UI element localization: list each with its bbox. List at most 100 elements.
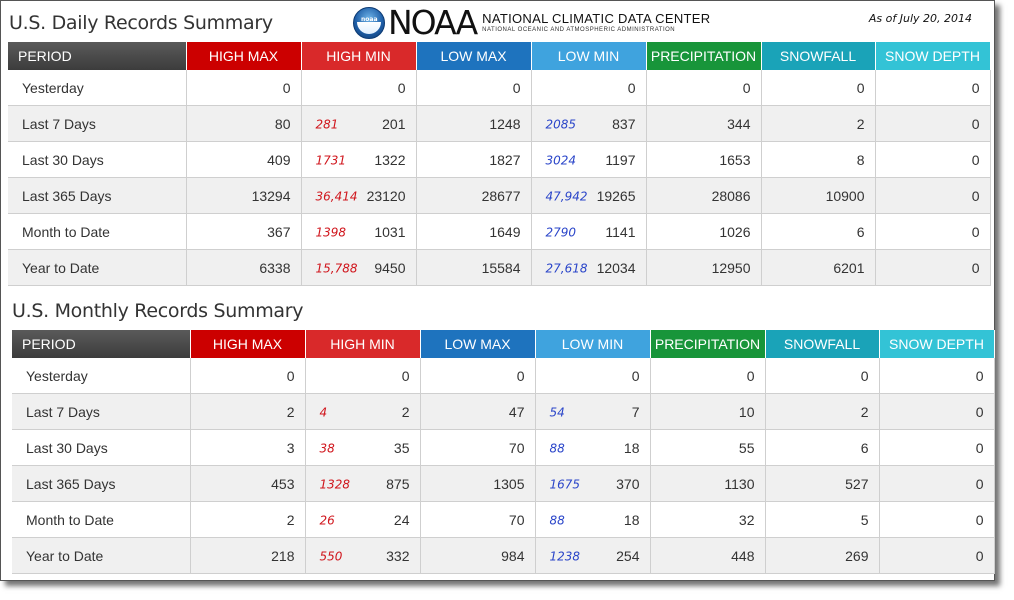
table-header-row: PERIOD HIGH MAX HIGH MIN LOW MAX LOW MIN PREC… [8,42,991,70]
table-row: Last 7 Days 80 281 201 1248 2085 837 344 2 0 [8,105,991,142]
low-max-cell: 70 [420,501,536,538]
noaa-wordmark: NOAA [388,3,478,42]
noaa-header: noaa NOAA NATIONAL CLIMATIC DATA CENTER … [353,6,710,40]
low-max-cell: 984 [420,537,536,574]
low-min-cell: 0 [531,70,647,106]
header-period: PERIOD [8,42,187,70]
high-min-value: 1031 [374,223,406,240]
table-row: Last 365 Days 13294 36,414 23120 28677 47,942… [8,177,991,214]
low-max-cell: 47 [420,393,536,430]
org-line-1: NATIONAL CLIMATIC DATA CENTER [482,11,711,26]
org-line-2: NATIONAL OCEANIC AND ATMOSPHERIC ADMINIS… [482,27,676,33]
low-min-value: 7 [631,403,640,420]
low-min-record-count: 88 [549,513,565,528]
snow-depth-cell: 0 [875,177,991,214]
high-min-record-count: 36,414 [315,189,358,204]
high-min-value: 2 [401,403,410,420]
low-max-cell: 15584 [416,249,532,286]
period-cell: Year to Date [8,249,187,286]
high-min-record-count: 550 [319,549,343,564]
high-min-cell: 550 332 [305,537,421,574]
high-max-cell: 0 [186,70,302,106]
snow-depth-cell: 0 [879,358,995,394]
high-min-cell: 36,414 23120 [301,177,417,214]
snowfall-cell: 527 [765,465,880,502]
period-cell: Last 30 Days [8,141,187,178]
high-min-value: 24 [393,511,410,528]
precipitation-cell: 344 [646,105,762,142]
header-high-max: HIGH MAX [190,330,306,358]
high-max-cell: 13294 [186,177,302,214]
low-min-value: 254 [616,547,640,564]
low-min-record-count: 2790 [545,225,577,240]
low-min-cell: 2085 837 [531,105,647,142]
low-min-record-count: 88 [549,441,565,456]
monthly-records-table: PERIOD HIGH MAX HIGH MIN LOW MAX LOW MIN PREC… [12,330,995,574]
low-min-value: 1141 [605,223,636,240]
high-min-cell: 0 [305,358,421,394]
header-low-max: LOW MAX [420,330,536,358]
low-min-cell: 88 18 [535,501,651,538]
records-summary-panel: U.S. Daily Records Summary noaa NOAA NAT… [0,0,995,581]
low-min-record-count: 1238 [549,549,581,564]
low-min-record-count: 27,618 [545,261,588,276]
low-min-value: 0 [631,367,640,384]
snowfall-cell: 269 [765,537,880,574]
header-snowfall: SNOWFALL [765,330,880,358]
high-max-cell: 409 [186,141,302,178]
period-cell: Last 7 Days [8,105,187,142]
period-cell: Last 7 Days [12,393,191,430]
table-row: Year to Date 218 550 332 984 1238 254 448 269 0 [12,537,995,574]
header-low-min: LOW MIN [535,330,651,358]
low-min-value: 0 [627,79,636,96]
table-row: Yesterday 0 0 0 0 0 0 0 [12,358,995,394]
snow-depth-cell: 0 [879,501,995,538]
header-snow-depth: SNOW DEPTH [875,42,991,70]
precipitation-cell: 55 [650,429,766,466]
low-max-cell: 1305 [420,465,536,502]
low-max-cell: 0 [416,70,532,106]
org-name: NATIONAL CLIMATIC DATA CENTER NATIONAL O… [482,12,710,34]
low-min-record-count: 47,942 [545,189,588,204]
snow-depth-cell: 0 [875,213,991,250]
high-min-record-count: 38 [319,441,335,456]
low-min-value: 12034 [596,259,636,276]
low-max-cell: 28677 [416,177,532,214]
low-min-cell: 2790 1141 [531,213,647,250]
low-min-cell: 88 18 [535,429,651,466]
snowfall-cell: 8 [761,141,876,178]
precipitation-cell: 10 [650,393,766,430]
low-max-cell: 70 [420,429,536,466]
header-precipitation: PRECIPITATION [646,42,762,70]
high-max-cell: 218 [190,537,306,574]
table-row: Last 30 Days 409 1731 1322 1827 3024 1197 1653 8… [8,141,991,178]
period-cell: Last 365 Days [12,465,191,502]
low-min-cell: 1238 254 [535,537,651,574]
snow-depth-cell: 0 [875,105,991,142]
period-cell: Month to Date [8,213,187,250]
snow-depth-cell: 0 [879,537,995,574]
snowfall-cell: 2 [761,105,876,142]
high-min-value: 0 [397,79,406,96]
header-snow-depth: SNOW DEPTH [879,330,995,358]
snowfall-cell: 0 [761,70,876,106]
high-max-cell: 80 [186,105,302,142]
high-min-value: 9450 [374,259,406,276]
low-min-record-count: 1675 [549,477,581,492]
noaa-logo-badge: noaa [361,16,378,23]
low-min-cell: 47,942 19265 [531,177,647,214]
low-max-cell: 1827 [416,141,532,178]
high-min-record-count: 26 [319,513,335,528]
precipitation-cell: 1026 [646,213,762,250]
precipitation-cell: 28086 [646,177,762,214]
high-min-value: 1322 [374,151,406,168]
low-min-cell: 27,618 12034 [531,249,647,286]
snowfall-cell: 6201 [761,249,876,286]
high-min-value: 23120 [366,187,406,204]
low-max-cell: 1649 [416,213,532,250]
high-min-cell: 15,788 9450 [301,249,417,286]
high-min-cell: 1398 1031 [301,213,417,250]
header-high-min: HIGH MIN [301,42,417,70]
table-header-row: PERIOD HIGH MAX HIGH MIN LOW MAX LOW MIN PREC… [12,330,995,358]
